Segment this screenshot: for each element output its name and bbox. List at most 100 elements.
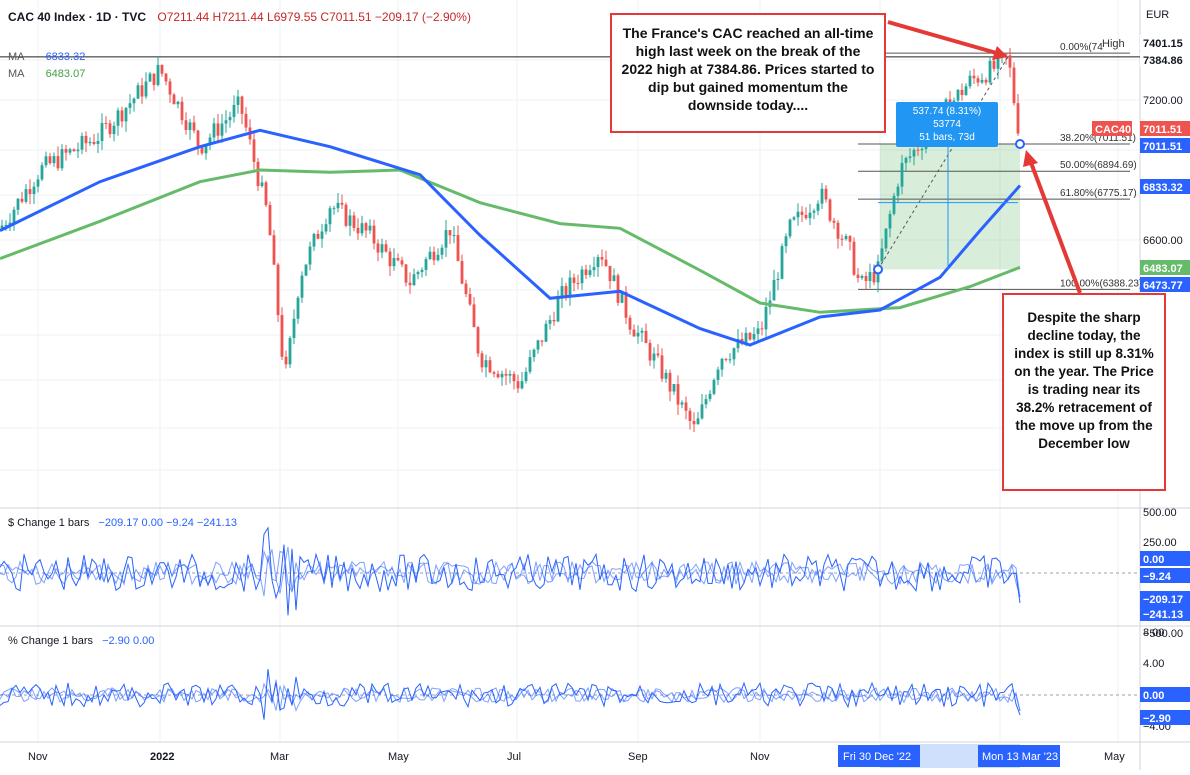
candle-body xyxy=(300,275,304,298)
candle-body xyxy=(760,328,764,330)
candle-body xyxy=(788,219,792,237)
candle-body xyxy=(440,247,444,255)
candle-body xyxy=(4,224,8,226)
pane2-oscillator-line-2 xyxy=(0,550,1021,598)
ma2-legend[interactable]: MA 6483.07 xyxy=(8,68,85,80)
candle-body xyxy=(332,208,336,210)
price-tick-7200: 7200.00 xyxy=(1143,95,1183,107)
candle-body xyxy=(724,358,728,360)
candle-body xyxy=(8,222,12,225)
candle-body xyxy=(604,259,608,266)
candle-body xyxy=(464,283,468,295)
price-tag-bg-0 xyxy=(1140,35,1190,50)
candle-body xyxy=(968,75,972,87)
fib-label-1: 38.20%(7011.51) xyxy=(1060,133,1136,144)
candle-body xyxy=(752,333,756,340)
candle-body xyxy=(84,135,88,144)
candle-body xyxy=(756,328,760,334)
candle-body xyxy=(748,332,752,340)
candle-body xyxy=(920,148,924,151)
candle-body xyxy=(336,202,340,209)
candle-body xyxy=(700,404,704,419)
pane2-tick-3: −500.00 xyxy=(1143,628,1183,640)
candle-body xyxy=(680,402,684,405)
candle-body xyxy=(232,104,236,117)
candle-body xyxy=(576,282,580,284)
candle-body xyxy=(380,244,384,253)
candle-body xyxy=(980,79,984,83)
pane3-values: −2.90 0.00 xyxy=(102,635,155,647)
candle-body xyxy=(276,264,280,316)
candle-body xyxy=(156,64,160,85)
candle-body xyxy=(416,272,420,275)
price-tag-bg-7 xyxy=(1140,121,1190,136)
candle-body xyxy=(848,236,852,242)
candle-body xyxy=(764,307,768,330)
candle-body xyxy=(808,212,812,219)
candle-body xyxy=(516,381,520,389)
candle-body xyxy=(704,399,708,405)
price-tag-bg-6 xyxy=(1140,277,1190,292)
pane3-legend[interactable]: % Change 1 bars −2.90 0.00 xyxy=(8,635,154,647)
candle-body xyxy=(144,81,148,97)
anchor-low xyxy=(873,264,883,275)
candles xyxy=(0,47,1020,433)
candle-body xyxy=(408,282,412,286)
candle-body xyxy=(92,141,96,145)
candle-body xyxy=(1012,67,1016,104)
candle-body xyxy=(204,144,208,154)
candle-body xyxy=(280,315,284,357)
candle-body xyxy=(460,261,464,284)
candle-body xyxy=(32,186,36,195)
pane2-legend[interactable]: $ Change 1 bars −209.17 0.00 −9.24 −241.… xyxy=(8,517,237,529)
candle-body xyxy=(772,279,776,301)
candle-body xyxy=(60,149,64,169)
candle-body xyxy=(200,145,204,154)
candle-body xyxy=(556,298,560,322)
candle-body xyxy=(780,246,784,279)
pane2-tag-2: −209.17 xyxy=(1143,594,1183,606)
candle-body xyxy=(240,96,244,114)
arrow-top-line xyxy=(887,20,1001,56)
candle-body xyxy=(508,374,512,376)
candle-body xyxy=(196,130,200,146)
time-label-6: Nov xyxy=(750,751,770,763)
candle-body xyxy=(48,156,52,164)
candle-body xyxy=(552,319,556,322)
symbol-title[interactable]: CAC 40 Index · 1D · TVC xyxy=(8,10,147,24)
candle-body xyxy=(328,208,332,225)
candle-body xyxy=(124,107,128,122)
price-tag-bg-5 xyxy=(1140,260,1190,275)
candle-body xyxy=(352,215,356,228)
candle-body xyxy=(16,198,20,210)
candle-body xyxy=(828,199,832,221)
candle-body xyxy=(400,260,404,265)
candle-body xyxy=(520,381,524,389)
candle-body xyxy=(816,203,820,211)
candle-body xyxy=(512,374,516,382)
time-label-2: Mar xyxy=(270,751,289,763)
candle-body xyxy=(688,410,692,421)
candle-body xyxy=(596,257,600,268)
price-tag-bg-2 xyxy=(1092,121,1132,136)
candle-body xyxy=(804,214,808,219)
pane3-tag-bg-1 xyxy=(1140,710,1190,725)
pane2-tick-1: 250.00 xyxy=(1143,537,1177,549)
candle-body xyxy=(52,156,56,164)
candle-body xyxy=(260,182,264,187)
ma2-label: MA xyxy=(8,68,25,80)
candle-body xyxy=(312,233,316,247)
candle-body xyxy=(40,165,44,180)
candle-body xyxy=(588,270,592,276)
candle-body xyxy=(572,277,576,283)
candle-body xyxy=(896,186,900,196)
candle-body xyxy=(132,98,136,104)
ohlc-values: O7211.44 H7211.44 L6979.55 C7011.51 −209… xyxy=(157,10,471,24)
ma1-legend[interactable]: MA 6833.32 xyxy=(8,51,85,63)
candle-body xyxy=(344,204,348,226)
candle-body xyxy=(372,225,376,244)
candle-body xyxy=(560,286,564,299)
candle-body xyxy=(36,179,40,187)
price-tag-1: 7384.86 xyxy=(1143,55,1183,67)
